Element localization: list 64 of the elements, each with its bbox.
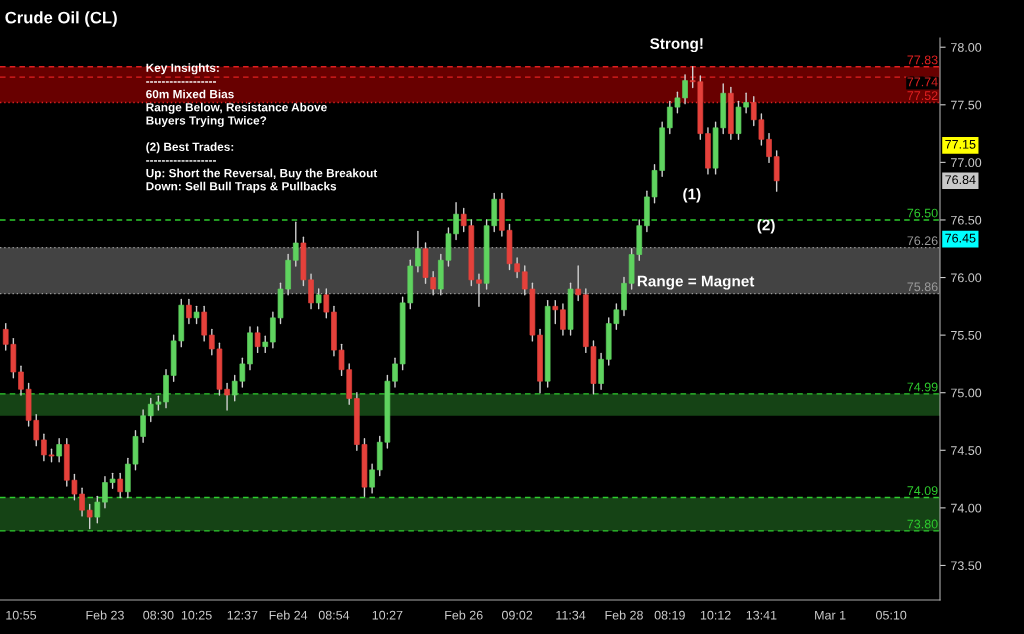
ref-line-label: 74.99 (907, 382, 938, 392)
x-tick-label: 11:34 (556, 610, 586, 620)
y-tick-label: 76.00 (951, 273, 982, 283)
y-tick-label: 75.50 (951, 330, 982, 340)
x-tick-label: 12:37 (227, 610, 258, 620)
ref-line-label: 73.80 (907, 519, 938, 529)
ref-line-label: 77.83 (907, 55, 938, 65)
x-tick-label: 10:27 (372, 610, 403, 620)
y-tick-label: 78.00 (951, 43, 982, 52)
candlestick (575, 265, 581, 302)
candlestick (254, 326, 261, 354)
candlestick (560, 303, 566, 336)
ref-line-label: 74.09 (907, 486, 938, 496)
annotation: Range = Magnet (637, 275, 755, 290)
candlestick (552, 299, 559, 325)
x-tick-label: Feb 24 (269, 610, 308, 620)
candlestick (369, 463, 375, 494)
x-tick-label: 08:54 (318, 610, 350, 620)
candlestick (323, 288, 330, 319)
ref-line-label: 75.86 (907, 282, 938, 292)
x-tick-label: Feb 28 (605, 610, 643, 620)
ref-line-label: 76.26 (907, 236, 938, 246)
candlestick (766, 132, 772, 164)
ref-line-label: 77.52 (907, 91, 938, 101)
candlestick (292, 221, 299, 267)
y-tick-label: 76.50 (951, 215, 982, 225)
annotation: (2) (757, 219, 775, 234)
candlestick (86, 503, 93, 530)
candlestick (117, 472, 124, 499)
x-tick-label: 08:30 (143, 610, 174, 620)
y-tick-label: 77.50 (951, 100, 982, 110)
candlestick (476, 273, 482, 308)
text: 76.45 (945, 233, 976, 243)
x-tick-label: Feb 23 (86, 610, 124, 620)
text: Key Insights: ------------------ 60m Mixed Bias Range Below, Resistance Above Buyers Trying Twice? (2) Best Trades: ------------------ Up: Short the Reversal, Buy the Breakout Down: Sell Bull Traps & Pullbacks (146, 63, 378, 193)
candlestick (186, 298, 192, 325)
x-tick-label: 10:55 (6, 610, 37, 620)
candlestick (56, 438, 62, 463)
x-tick-label: 13:41 (746, 610, 777, 620)
x-tick-label: Feb 26 (445, 610, 483, 620)
x-tick-label: 09:02 (501, 610, 533, 620)
text: 77.15 (945, 139, 976, 149)
y-tick-label: 73.50 (951, 561, 982, 571)
text: 76.84 (945, 175, 976, 185)
chart-title: Crude Oil (CL) (5, 11, 117, 27)
ref-line-label: 77.74 (907, 77, 938, 87)
y-tick-label: 74.50 (951, 446, 982, 455)
candlestick (415, 230, 421, 273)
candlestick (18, 365, 24, 396)
annotation: Strong! (650, 38, 703, 53)
x-tick-label: 05:10 (876, 610, 907, 620)
x-tick-label: 10:12 (700, 610, 731, 620)
annotation: (1) (683, 188, 701, 203)
candlestick (315, 288, 322, 310)
x-tick-label: 10:25 (181, 610, 212, 620)
candlestick (94, 495, 101, 524)
y-tick-label: 75.00 (951, 388, 982, 398)
candlestick (392, 357, 398, 388)
ref-line-label: 76.50 (907, 208, 938, 218)
x-tick-label: 08:19 (654, 610, 685, 620)
x-tick-label: Mar 1 (815, 610, 846, 620)
candlestick (201, 305, 207, 342)
y-tick-label: 77.00 (951, 158, 982, 168)
y-tick-label: 74.00 (951, 503, 982, 513)
